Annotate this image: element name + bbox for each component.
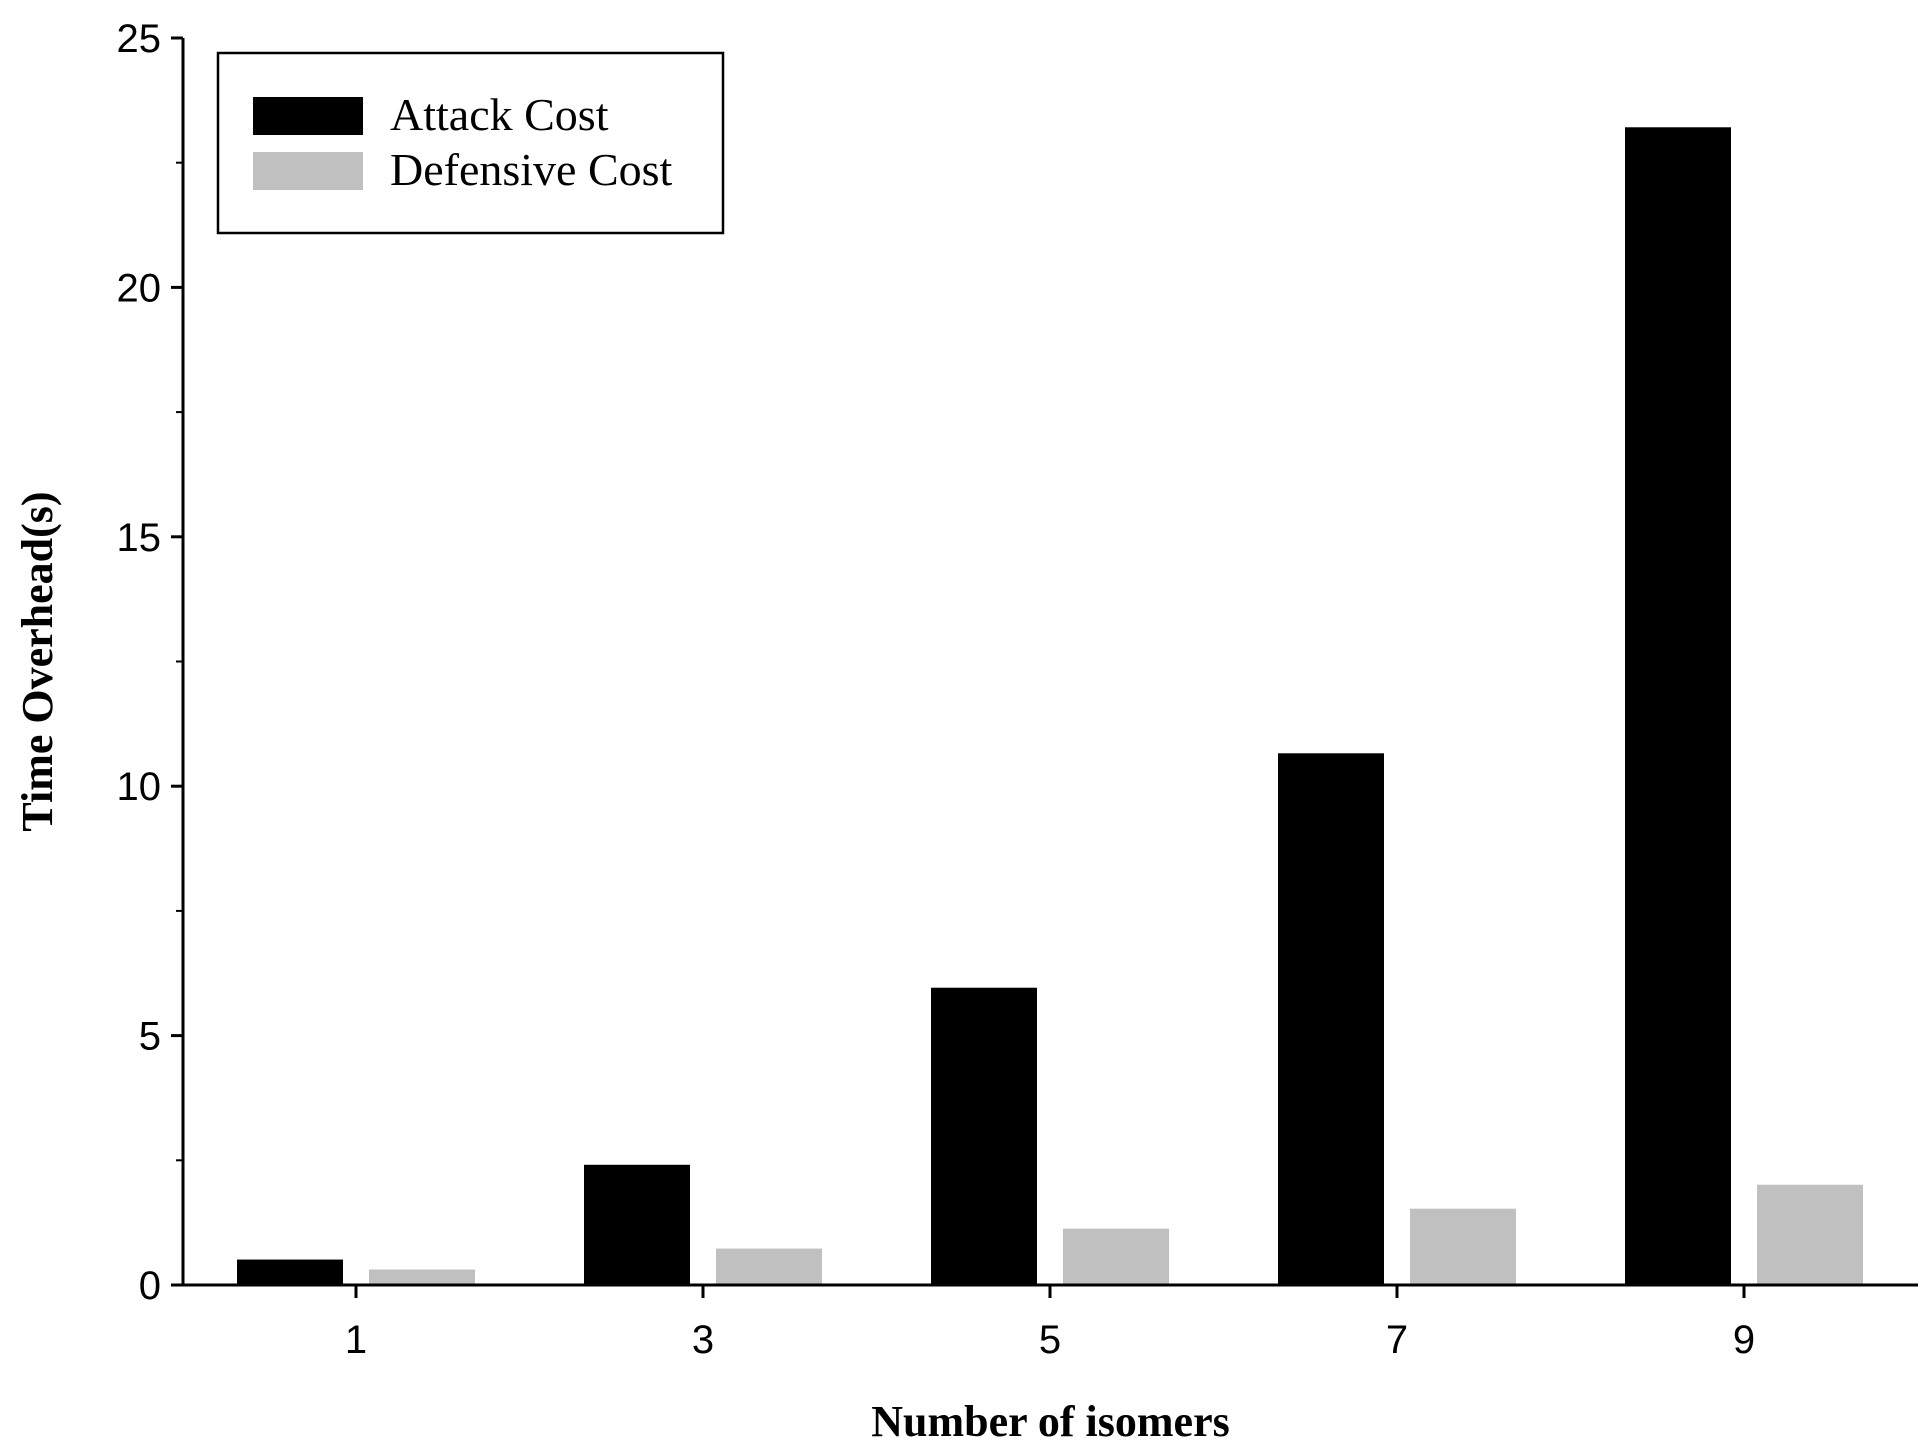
- legend-label-attack-cost: Attack Cost: [390, 89, 609, 140]
- legend: Attack Cost Defensive Cost: [216, 51, 725, 235]
- y-axis-title: Time Overhead(s): [13, 491, 62, 831]
- y-tick-label: 15: [117, 516, 162, 560]
- bar-defensive-cost-5: [1063, 1228, 1169, 1286]
- y-tick-label: 0: [139, 1264, 161, 1308]
- y-tick-label: 25: [117, 17, 162, 61]
- bar-attack-cost-9: [1625, 127, 1731, 1286]
- bar-defensive-cost-9: [1757, 1184, 1863, 1286]
- x-tick-label: 5: [1039, 1318, 1061, 1362]
- bar-defensive-cost-7: [1410, 1208, 1516, 1286]
- legend-swatch-attack-cost: [253, 97, 363, 135]
- bar-defensive-cost-3: [716, 1248, 822, 1286]
- legend-box: [216, 51, 725, 235]
- bars-layer: [237, 127, 1863, 1286]
- bar-attack-cost-3: [584, 1164, 690, 1286]
- bar-defensive-cost-1: [369, 1269, 475, 1286]
- y-tick-label: 5: [139, 1015, 161, 1059]
- x-axis-title: Number of isomers: [871, 1397, 1229, 1443]
- y-tick-label: 20: [117, 266, 162, 310]
- bar-attack-cost-5: [931, 987, 1037, 1286]
- x-tick-label: 3: [692, 1318, 714, 1362]
- x-tick-label: 7: [1386, 1318, 1408, 1362]
- ticks-layer: 0 5 10 15 20 25 1 3 5 7 9: [117, 17, 1756, 1362]
- y-tick-label: 10: [117, 765, 162, 809]
- x-tick-label: 9: [1733, 1318, 1755, 1362]
- legend-swatch-defensive-cost: [253, 152, 363, 190]
- bar-attack-cost-7: [1278, 753, 1384, 1286]
- x-tick-label: 1: [345, 1318, 367, 1362]
- legend-label-defensive-cost: Defensive Cost: [390, 144, 673, 195]
- bar-attack-cost-1: [237, 1259, 343, 1286]
